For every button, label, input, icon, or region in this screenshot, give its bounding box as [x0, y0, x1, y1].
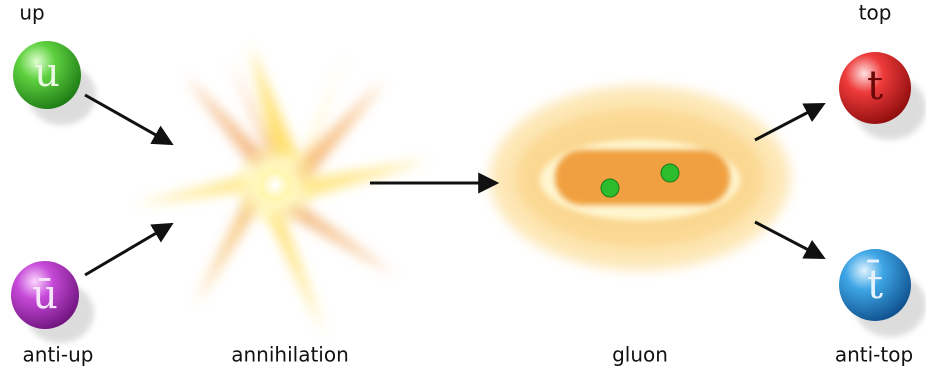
anti-top-label: anti-top: [835, 343, 913, 367]
gluon-label: gluon: [612, 343, 668, 367]
diagram: u ū t t̄ up anti-up annihilation gluon t…: [0, 0, 926, 371]
shadows: [26, 65, 926, 343]
top-label: top: [859, 1, 892, 25]
anti-up-symbol: ū: [32, 272, 58, 318]
top-symbol: t: [867, 63, 883, 109]
burst-core: [230, 140, 320, 230]
up-label: up: [19, 1, 44, 25]
anti-top-symbol: t̄: [867, 259, 883, 308]
gluon-blob: [490, 86, 790, 270]
annihilation-label: annihilation: [231, 343, 349, 367]
up-symbol: u: [34, 50, 60, 96]
anti-up-label: anti-up: [23, 343, 94, 367]
